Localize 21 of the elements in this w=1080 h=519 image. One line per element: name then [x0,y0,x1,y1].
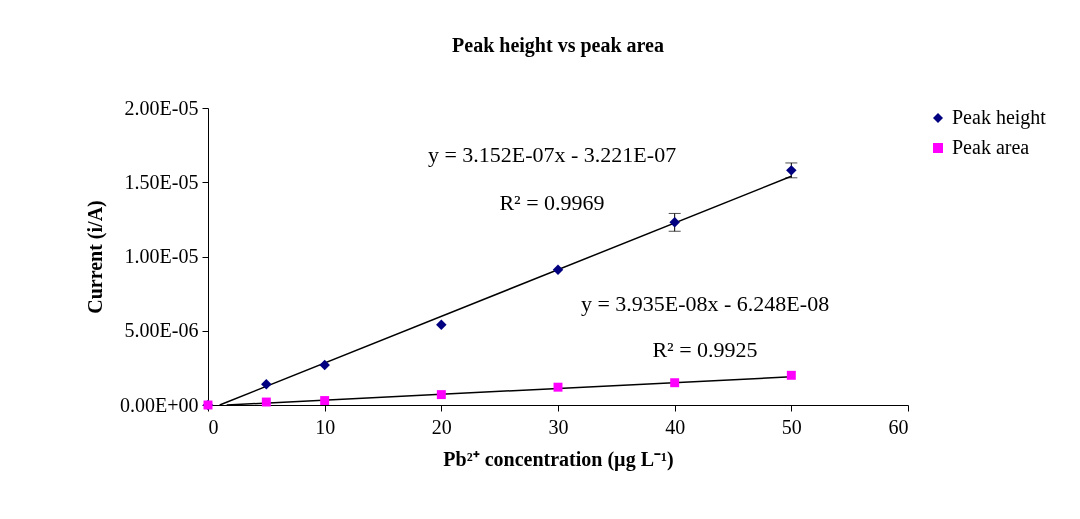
legend-label: Peak height [952,106,1047,129]
annotation: R² = 0.9969 [499,190,605,215]
y-axis-title: Current (i/A) [84,200,107,314]
y-tick-label: 0.00E+00 [120,393,199,416]
y-tick-label: 2.00E-05 [124,96,199,119]
y-tick-label: 1.50E-05 [124,170,199,193]
x-tick-label: 30 [548,415,569,438]
x-tick-label: 40 [665,415,686,438]
x-tick-label: 10 [315,415,336,438]
annotation: y = 3.152E-07x - 3.221E-07 [427,142,677,167]
x-tick-label: 20 [431,415,452,438]
annotation: y = 3.935E-08x - 6.248E-08 [580,291,830,316]
chart-title: Peak height vs peak area [452,34,664,57]
legend-label: Peak area [952,136,1030,158]
y-tick-label: 1.00E-05 [124,245,199,267]
annotation: R² = 0.9925 [652,337,758,362]
x-tick-label: 0 [208,415,219,438]
x-axis-title: Pb²⁺ concentration (µg L⁻¹) [443,447,674,471]
y-tick-label: 5.00E-06 [124,319,199,342]
x-tick-label: 60 [888,415,909,438]
x-tick-label: 50 [781,415,802,438]
